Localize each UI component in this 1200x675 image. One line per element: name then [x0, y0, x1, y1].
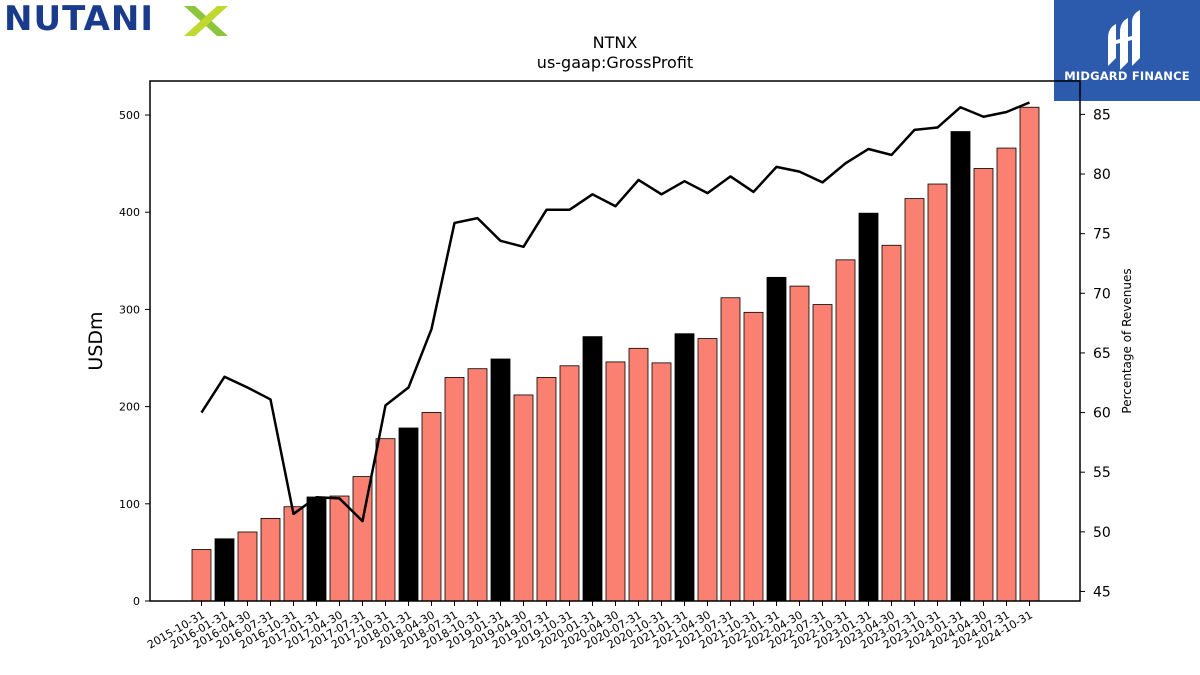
bar-2023-07-31 — [904, 198, 925, 602]
y2-tick-label: 50 — [1093, 525, 1111, 541]
y2-tick-label: 45 — [1093, 584, 1111, 600]
percentage-line — [200, 101, 1030, 523]
y2-tick-label: 80 — [1093, 167, 1111, 183]
bar-2021-04-30 — [697, 338, 718, 602]
bar-2021-01-31 — [674, 333, 695, 602]
bar-2017-04-30 — [329, 495, 350, 602]
midgard-mark-icon — [1108, 10, 1140, 70]
y-tick-label: 0 — [133, 595, 140, 608]
y-tick-label: 100 — [119, 498, 140, 511]
bar-2018-07-31 — [444, 377, 465, 602]
nutanix-logo: NUTANI — [4, 0, 230, 39]
x-axis: 2015-10-312016-01-312016-04-302016-07-31… — [145, 601, 1035, 652]
y-tick-label: 200 — [119, 401, 140, 414]
midgard-finance-name: MIDGARD FINANCE — [1064, 69, 1190, 83]
bar-2016-10-31 — [283, 506, 304, 602]
bar-2017-07-31 — [352, 476, 373, 602]
nutanix-wordmark: NUTANI — [4, 0, 155, 39]
bar-2021-07-31 — [720, 297, 741, 602]
bar-2016-07-31 — [260, 517, 281, 602]
bar-2016-04-30 — [237, 531, 258, 602]
bar-2017-10-31 — [375, 438, 396, 602]
bar-2018-04-30 — [421, 412, 442, 602]
y2-tick-label: 70 — [1093, 286, 1111, 302]
chart-title: NTNX — [593, 33, 638, 52]
bar-2018-01-31 — [398, 427, 419, 602]
bar-2024-10-31 — [1019, 106, 1040, 602]
chart-subtitle: us-gaap:GrossProfit — [537, 53, 693, 72]
bar-2023-01-31 — [858, 212, 879, 602]
y-axis-right: 45 50 55 60 65 70 75 80 85 — [1080, 107, 1111, 600]
bar-2020-10-31 — [651, 362, 672, 602]
bar-2020-01-31 — [582, 336, 603, 602]
y2-tick-label: 60 — [1093, 406, 1111, 422]
y-tick-label: 300 — [119, 303, 140, 316]
y2-axis-label: Percentage of Revenues — [1120, 268, 1134, 413]
bar-2015-10-31 — [191, 549, 212, 602]
y-tick-label: 500 — [119, 109, 140, 122]
y-axis-label: USDm — [85, 311, 107, 370]
y2-tick-label: 55 — [1093, 465, 1111, 481]
bar-2022-10-31 — [835, 259, 856, 602]
bar-2018-10-31 — [467, 368, 488, 602]
bar-2023-04-30 — [881, 244, 902, 602]
midgard-finance-logo: MIDGARD FINANCE — [1054, 0, 1200, 101]
bar-2020-07-31 — [628, 347, 649, 602]
bar-2022-04-30 — [789, 285, 810, 602]
bar-2019-01-31 — [490, 358, 511, 602]
bar-series — [191, 106, 1040, 602]
bar-2019-04-30 — [513, 394, 534, 602]
bar-2019-10-31 — [559, 365, 580, 602]
bar-2022-01-31 — [766, 276, 787, 602]
bar-2019-07-31 — [536, 377, 557, 602]
bar-2024-04-30 — [973, 168, 994, 602]
bar-2017-01-31 — [306, 496, 327, 602]
bar-2020-04-30 — [605, 361, 626, 602]
y2-tick-label: 65 — [1093, 346, 1111, 362]
x-mark-icon — [184, 6, 228, 36]
y-tick-label: 400 — [119, 206, 140, 219]
y2-tick-label: 85 — [1093, 107, 1111, 123]
y2-tick-label: 75 — [1093, 227, 1111, 243]
bar-2021-10-31 — [743, 311, 764, 602]
bar-2023-10-31 — [927, 183, 948, 602]
y-axis-left: 0 100 200 300 400 500 — [119, 109, 150, 608]
percentage-line-series — [200, 101, 1030, 523]
bar-2016-01-31 — [214, 538, 235, 602]
bar-2024-01-31 — [950, 131, 971, 602]
bar-2022-07-31 — [812, 304, 833, 602]
bar-2024-07-31 — [996, 147, 1017, 602]
